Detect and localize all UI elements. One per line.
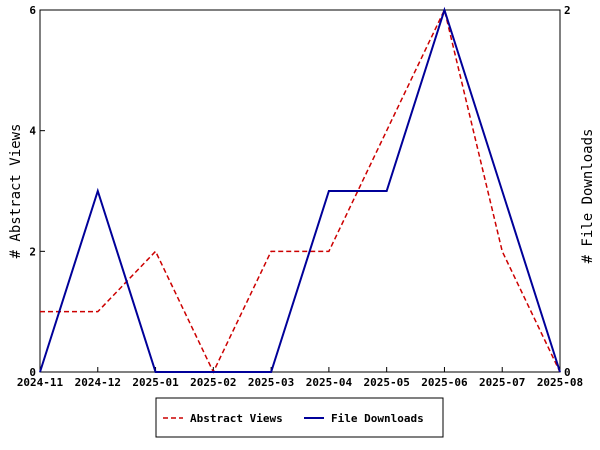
x-tick-label: 2025-01 [132,376,179,389]
y-axis-left-title: # Abstract Views [8,124,24,259]
plot-frame [39,9,561,373]
x-tick-label: 2025-06 [421,376,468,389]
legend-label-abstract-views: Abstract Views [190,412,283,425]
y-right-tick-label: 2 [564,4,571,17]
x-tick-label: 2025-07 [479,376,525,389]
x-tick-label: 2024-11 [17,376,64,389]
plot-area: 2024-11 2024-12 2025-01 2025-02 2025-03 2025-… [17,4,583,389]
legend-label-file-downloads: File Downloads [331,412,424,425]
y-axis-right-title: # File Downloads [580,129,596,264]
y-left-tick-label: 2 [29,245,36,258]
x-tick-label: 2025-03 [248,376,294,389]
y-left-tick-label: 4 [29,125,36,138]
y-left-tick-label: 6 [29,4,36,17]
series-line-file-downloads [39,6,561,373]
x-tick-label: 2025-08 [537,376,583,389]
x-tick-label: 2025-04 [306,376,353,389]
y-right-tick-label: 0 [564,366,571,379]
legend: Abstract Views File Downloads [155,397,444,438]
legend-box [155,397,444,438]
x-tick-label: 2024-12 [75,376,121,389]
x-tick-label: 2025-05 [363,376,409,389]
x-tick-label: 2025-02 [190,376,236,389]
y-left-tick-label: 0 [29,366,36,379]
